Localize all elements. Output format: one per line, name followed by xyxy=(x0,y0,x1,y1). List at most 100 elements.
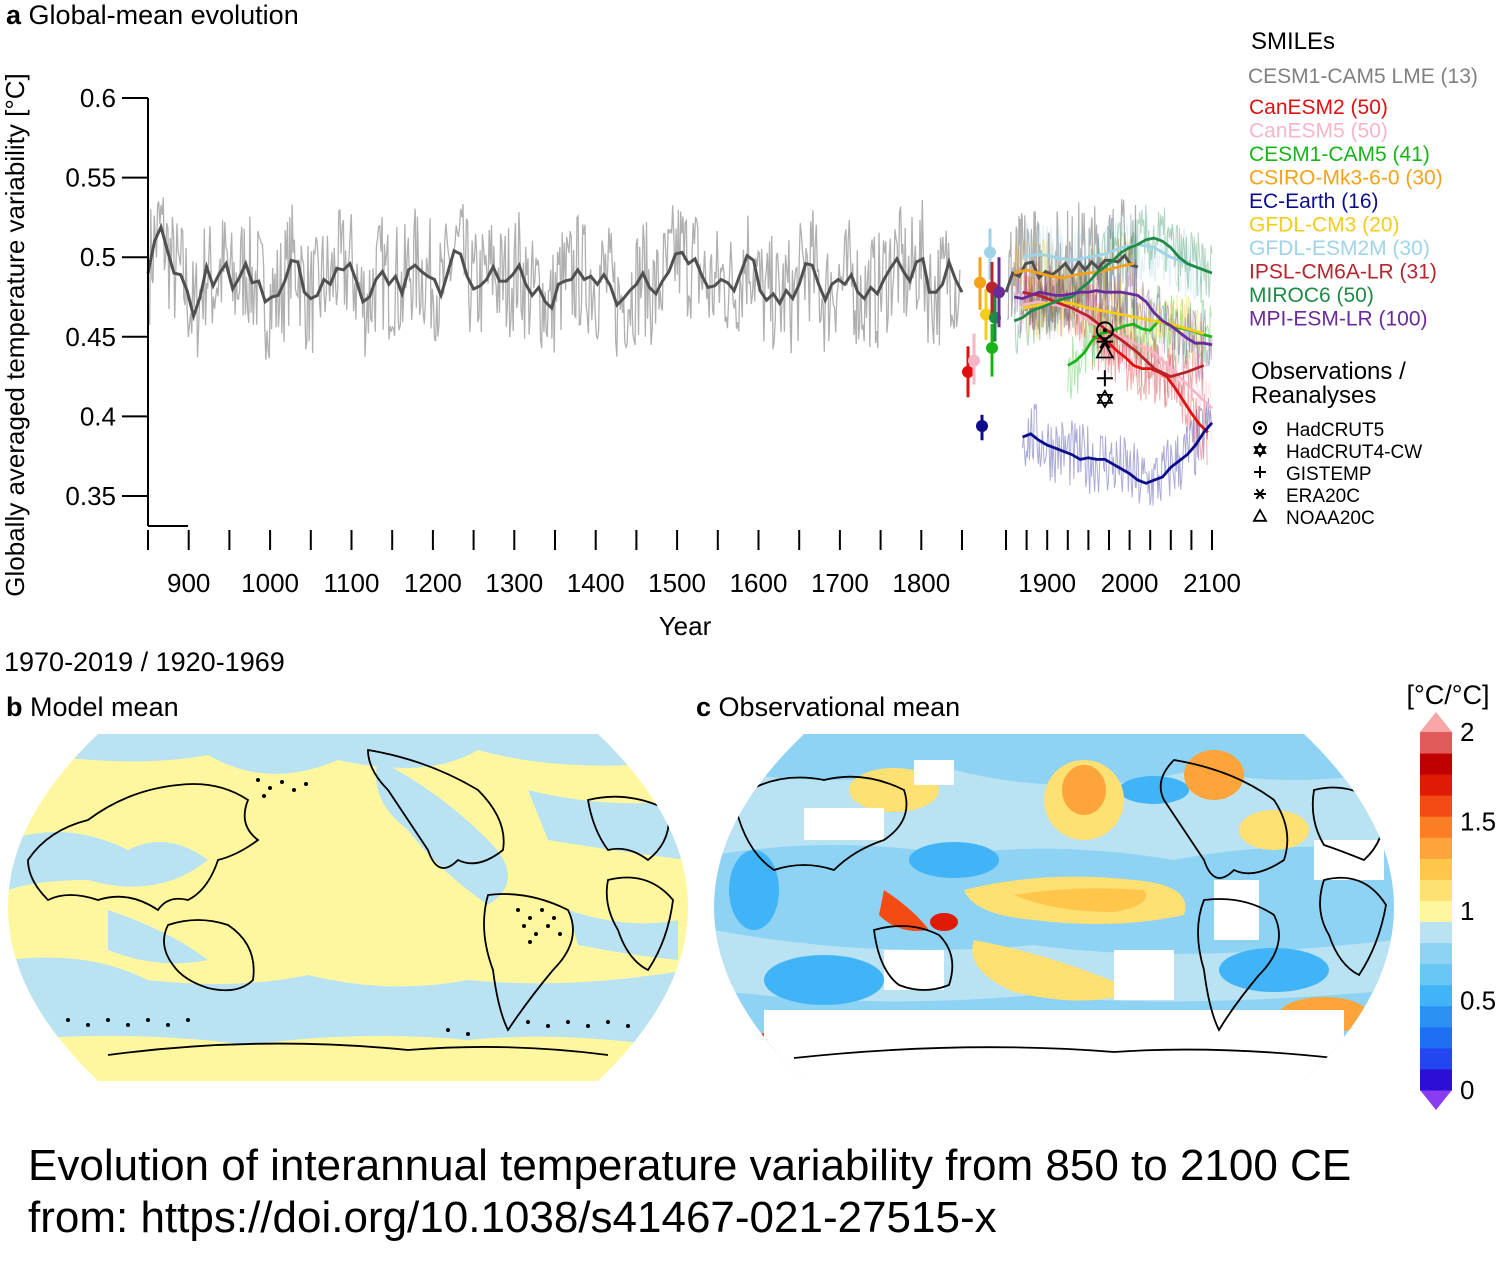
colorbar-swatch xyxy=(1420,816,1452,838)
model-dot xyxy=(993,286,1005,299)
colorbar-tick-label: 0.5 xyxy=(1460,986,1496,1016)
marker-asterisk xyxy=(1254,488,1266,500)
model-series xyxy=(1013,236,1214,485)
legend-model-entry: MIROC6 (50) xyxy=(1249,284,1374,307)
lme-raw-line-left xyxy=(148,197,961,360)
colorbar-tick-label: 0 xyxy=(1460,1075,1474,1105)
y-tick-label: 0.45 xyxy=(65,322,116,352)
figure-caption: Evolution of interannual temperature var… xyxy=(28,1140,1351,1244)
legend-observation-entry: ERA20C xyxy=(1286,486,1360,507)
x-tick-label: 1000 xyxy=(241,568,299,598)
legend-observation-entry: HadCRUT5 xyxy=(1286,420,1384,441)
x-tick-label: 2000 xyxy=(1101,568,1159,598)
map-blue-patches xyxy=(729,776,1329,1005)
ensemble-spread xyxy=(1013,232,1134,312)
legend-lme: CESM1-CAM5 LME (13) xyxy=(1248,65,1478,88)
legend-model-entry: CanESM2 (50) xyxy=(1249,96,1388,119)
colorbar: [°C/°C] 2 1.5 1 0.5 0 xyxy=(1406,680,1496,1110)
lme-smoothed-series xyxy=(146,222,1139,322)
marker-circle-dot xyxy=(1095,321,1114,340)
panel-b-title: Model mean xyxy=(30,692,179,722)
model-line xyxy=(1092,335,1209,434)
panel-a-title: Global-mean evolution xyxy=(28,0,299,30)
legend-model-entry: CESM1-CAM5 (41) xyxy=(1249,143,1430,166)
y-tick-label: 0.55 xyxy=(65,163,116,193)
model-dot xyxy=(984,246,996,259)
map-continents xyxy=(27,748,674,1056)
colorbar-swatch xyxy=(1420,900,1452,923)
colorbar-swatch xyxy=(1420,753,1452,775)
marker-star xyxy=(1253,442,1267,458)
colorbar-swatch xyxy=(1420,774,1452,796)
x-tick-label: 1400 xyxy=(567,568,625,598)
legend-observation-entry: GISTEMP xyxy=(1286,464,1372,485)
model-line xyxy=(1013,262,1134,280)
model-line xyxy=(1022,243,1205,272)
colorbar-tick-labels: 2 1.5 1 0.5 0 xyxy=(1460,717,1496,1105)
colorbar-swatches xyxy=(1420,712,1452,1110)
marker-center xyxy=(1258,426,1262,430)
legend-model-entry: MPI-ESM-LR (100) xyxy=(1249,308,1428,331)
x-tick-label: 1100 xyxy=(324,568,380,598)
legend-model-entry: EC-Earth (16) xyxy=(1249,190,1379,213)
colorbar-tick-label: 1 xyxy=(1460,896,1474,926)
legend-model-entry: GFDL-CM3 (20) xyxy=(1249,214,1400,237)
model-dots xyxy=(962,228,1005,441)
x-axis-label: Year xyxy=(659,611,712,641)
colorbar-unit: [°C/°C] xyxy=(1406,680,1489,710)
x-tick-label: 1800 xyxy=(892,568,950,598)
legend-observation-entry: NOAA20C xyxy=(1286,508,1375,529)
x-tick-label: 2100 xyxy=(1183,568,1241,598)
model-line xyxy=(1022,290,1205,379)
x-tick-label: 1300 xyxy=(485,568,543,598)
colorbar-swatch xyxy=(1420,1068,1452,1091)
model-dot xyxy=(980,308,992,321)
x-tick-label: 1900 xyxy=(1018,568,1076,598)
ensemble-spread xyxy=(1092,311,1208,466)
ensemble-spread xyxy=(1022,266,1204,367)
lme-smoothed-right xyxy=(1004,253,1139,293)
caption-line-2: from: https://doi.org/10.1038/s41467-021… xyxy=(28,1193,997,1242)
model-dot xyxy=(962,365,974,378)
model-line xyxy=(1013,236,1213,323)
caption-line-1: Evolution of interannual temperature var… xyxy=(28,1141,1352,1190)
map-continents xyxy=(733,759,1387,1059)
global-mean-chart: 0.35 0.4 0.45 0.5 0.55 0.6 900 1000 1100 1200 1300… xyxy=(0,28,1478,641)
colorbar-tick-label: 1.5 xyxy=(1460,807,1496,837)
colorbar-swatch xyxy=(1420,984,1452,1007)
map-blue-zones xyxy=(8,734,688,1050)
y-tick-label: 0.35 xyxy=(65,481,116,511)
marker-triangle xyxy=(1252,508,1268,522)
colorbar-swatch xyxy=(1420,1026,1452,1049)
lme-smoothed-left xyxy=(146,222,964,322)
model-dot xyxy=(974,276,986,289)
marker-triangle xyxy=(1095,341,1115,359)
ensemble-spread xyxy=(1013,204,1213,354)
legend-model-entry: IPSL-CM6A-LR (31) xyxy=(1249,261,1437,284)
model-mean-map xyxy=(8,734,688,1081)
y-tick-label: 0.4 xyxy=(80,401,116,431)
model-dot xyxy=(986,341,998,354)
observational-mean-map xyxy=(714,734,1394,1081)
period-label: 1970-2019 / 1920-1969 xyxy=(4,647,285,677)
legend-smiles-heading: SMILEs xyxy=(1251,28,1335,55)
legend-model-entry: GFDL-ESM2M (30) xyxy=(1249,237,1430,260)
colorbar-swatch xyxy=(1420,795,1452,817)
model-line xyxy=(1013,289,1213,347)
colorbar-swatch xyxy=(1420,879,1452,901)
panel-a-heading: a Global-mean evolution xyxy=(6,0,299,31)
colorbar-swatch xyxy=(1420,858,1452,880)
colorbar-swatch xyxy=(1420,921,1452,944)
x-tick-label: 900 xyxy=(167,568,210,598)
ensemble-spread xyxy=(1022,267,1212,443)
y-axis-label: Globally averaged temperature variabilit… xyxy=(0,73,30,596)
observation-markers xyxy=(1095,321,1115,409)
legend: SMILEs CESM1-CAM5 LME (13) CanESM2 (50)C… xyxy=(1248,28,1478,529)
colorbar-swatch xyxy=(1420,732,1452,754)
legend-obs-heading-2: Reanalyses xyxy=(1251,382,1376,409)
model-dot xyxy=(976,419,988,432)
colorbar-swatch xyxy=(1420,942,1452,965)
marker-plus xyxy=(1096,370,1113,387)
legend-models: CanESM2 (50)CanESM5 (50)CESM1-CAM5 (41)C… xyxy=(1249,96,1443,331)
